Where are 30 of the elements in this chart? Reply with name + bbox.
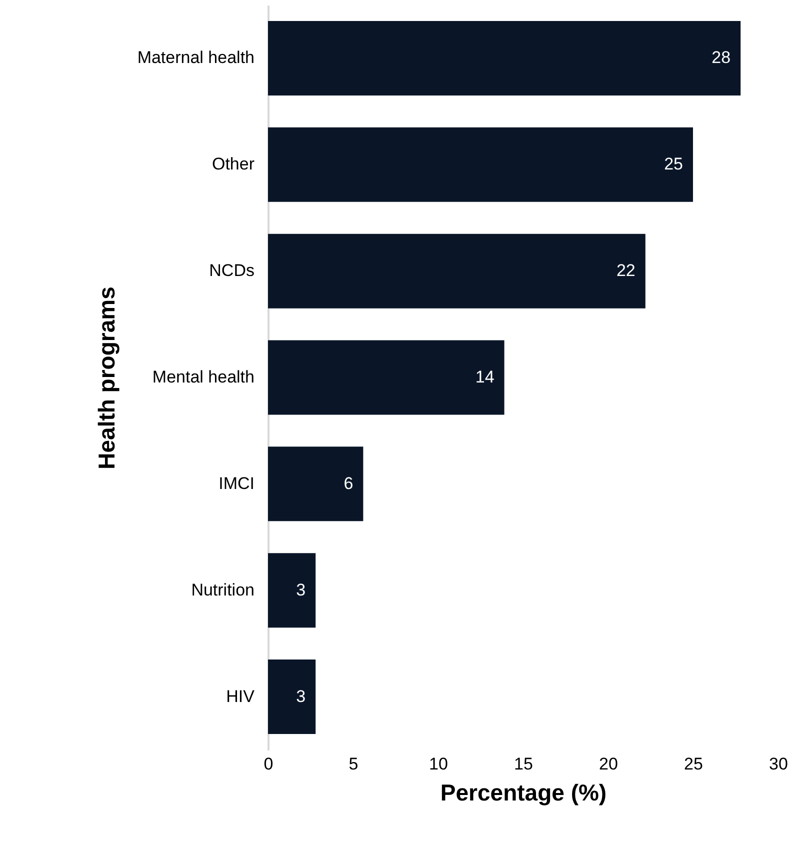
data-label: 25: [664, 154, 683, 174]
y-tick-label: HIV: [226, 686, 256, 706]
data-label: 6: [344, 474, 354, 493]
y-tick-label: IMCI: [218, 474, 254, 493]
bar: [268, 127, 693, 202]
x-tick-label: 25: [684, 754, 703, 774]
data-label: 3: [296, 580, 306, 600]
bar: [268, 553, 316, 628]
data-label: 28: [712, 48, 731, 68]
bar: [268, 234, 646, 308]
data-label: 14: [475, 368, 494, 386]
y-tick-label: Other: [212, 154, 255, 174]
y-tick-label: Mental health: [152, 368, 254, 386]
x-tick-label: 15: [514, 754, 533, 774]
x-tick-label: 10: [429, 754, 448, 774]
x-tick-label: 30: [769, 754, 788, 774]
y-tick-label: NCDs: [209, 261, 254, 280]
bar: [268, 340, 504, 415]
y-tick-label: Nutrition: [191, 580, 254, 600]
data-label: 3: [296, 686, 306, 706]
x-tick-label: 5: [348, 754, 358, 774]
x-tick-label: 20: [599, 754, 618, 774]
bar: [268, 20, 741, 96]
data-label: 22: [616, 261, 636, 280]
y-tick-label: Maternal health: [137, 48, 254, 68]
x-axis-title: Percentage (%): [440, 780, 607, 806]
bar: [268, 660, 316, 734]
y-axis-title: Health programs: [93, 286, 120, 470]
x-tick-label: 0: [264, 754, 274, 774]
bar: [268, 446, 364, 522]
